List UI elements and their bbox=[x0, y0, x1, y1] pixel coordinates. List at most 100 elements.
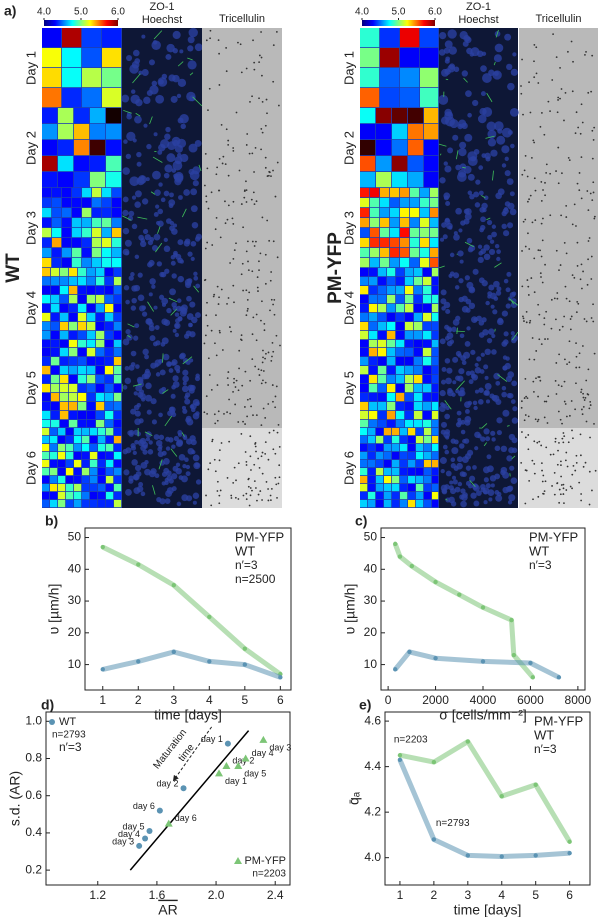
dot bbox=[569, 485, 572, 488]
cell bbox=[432, 313, 439, 322]
panel-label: b) bbox=[45, 513, 58, 529]
nucleus bbox=[153, 434, 160, 440]
dot bbox=[235, 379, 238, 382]
cell bbox=[424, 172, 439, 188]
cell bbox=[408, 108, 424, 124]
nucleus bbox=[457, 123, 463, 130]
point-label: day 1 bbox=[201, 734, 223, 744]
junction bbox=[486, 92, 493, 103]
cell bbox=[42, 402, 51, 411]
nucleus bbox=[172, 30, 181, 40]
cell bbox=[360, 108, 376, 124]
cell bbox=[102, 218, 112, 228]
nucleus bbox=[491, 231, 497, 238]
cell bbox=[400, 88, 420, 108]
cell bbox=[408, 124, 424, 140]
cell bbox=[369, 331, 378, 340]
nucleus bbox=[124, 239, 132, 247]
nucleus bbox=[448, 485, 454, 491]
dot bbox=[583, 399, 586, 401]
dot bbox=[248, 291, 251, 294]
x-tick-label: 4000 bbox=[470, 693, 497, 707]
dot bbox=[520, 85, 522, 87]
nucleus bbox=[177, 239, 184, 246]
cell bbox=[96, 331, 105, 340]
dot bbox=[543, 317, 546, 320]
dot bbox=[579, 132, 582, 135]
x-tick-label: 0 bbox=[385, 693, 392, 707]
cell bbox=[102, 188, 112, 198]
dot bbox=[585, 420, 588, 423]
cell bbox=[396, 348, 405, 357]
dot bbox=[207, 207, 210, 210]
cell bbox=[82, 28, 102, 48]
nucleus bbox=[184, 333, 190, 339]
nucleus bbox=[163, 172, 170, 179]
dot bbox=[537, 495, 540, 498]
nucleus bbox=[146, 409, 152, 415]
cell bbox=[42, 156, 58, 172]
dot bbox=[265, 98, 268, 101]
cell bbox=[74, 460, 82, 468]
cell bbox=[400, 476, 408, 484]
dot bbox=[275, 31, 278, 33]
cell bbox=[392, 156, 408, 172]
cell bbox=[432, 375, 439, 384]
dot bbox=[592, 320, 595, 323]
nucleus bbox=[483, 428, 490, 435]
cell bbox=[69, 393, 78, 402]
dot bbox=[272, 240, 275, 243]
cell bbox=[387, 313, 396, 322]
cell bbox=[387, 366, 396, 375]
dot bbox=[224, 222, 227, 225]
cell bbox=[369, 402, 378, 411]
dot bbox=[272, 350, 275, 353]
dot bbox=[255, 450, 257, 453]
nucleus bbox=[466, 326, 471, 331]
dot bbox=[556, 111, 559, 114]
nucleus bbox=[490, 430, 496, 436]
nucleus bbox=[133, 487, 141, 495]
dot bbox=[276, 256, 279, 259]
nucleus bbox=[445, 116, 455, 127]
cell bbox=[376, 484, 384, 492]
nucleus bbox=[174, 173, 184, 183]
nucleus bbox=[491, 394, 498, 401]
cell bbox=[369, 286, 378, 295]
dot bbox=[214, 470, 217, 473]
nucleus bbox=[507, 130, 513, 135]
cell bbox=[387, 411, 396, 420]
dot bbox=[545, 400, 548, 403]
cell bbox=[102, 258, 112, 268]
cell bbox=[408, 140, 424, 156]
junction bbox=[493, 61, 496, 66]
cell bbox=[390, 258, 400, 268]
cell bbox=[384, 468, 392, 476]
cell bbox=[400, 248, 410, 258]
dot bbox=[588, 503, 591, 506]
point bbox=[100, 667, 105, 672]
nucleus bbox=[179, 309, 187, 317]
cell bbox=[42, 188, 52, 198]
junction bbox=[170, 448, 178, 457]
y-tick-label: 4.4 bbox=[364, 759, 381, 773]
nucleus bbox=[148, 259, 155, 267]
dot bbox=[537, 418, 540, 421]
nucleus bbox=[467, 190, 473, 196]
legend-marker bbox=[49, 719, 55, 725]
cell bbox=[430, 208, 439, 218]
nucleus bbox=[181, 385, 189, 393]
cell bbox=[50, 452, 58, 460]
point bbox=[567, 839, 572, 844]
dot bbox=[588, 237, 591, 239]
cell bbox=[369, 384, 378, 393]
nucleus bbox=[511, 334, 519, 342]
point bbox=[142, 835, 149, 842]
nucleus bbox=[457, 417, 462, 422]
dot bbox=[250, 198, 253, 201]
nucleus bbox=[456, 410, 462, 416]
dot bbox=[267, 488, 269, 490]
dot bbox=[567, 156, 570, 159]
nucleus bbox=[508, 447, 515, 454]
nucleus bbox=[131, 285, 138, 292]
